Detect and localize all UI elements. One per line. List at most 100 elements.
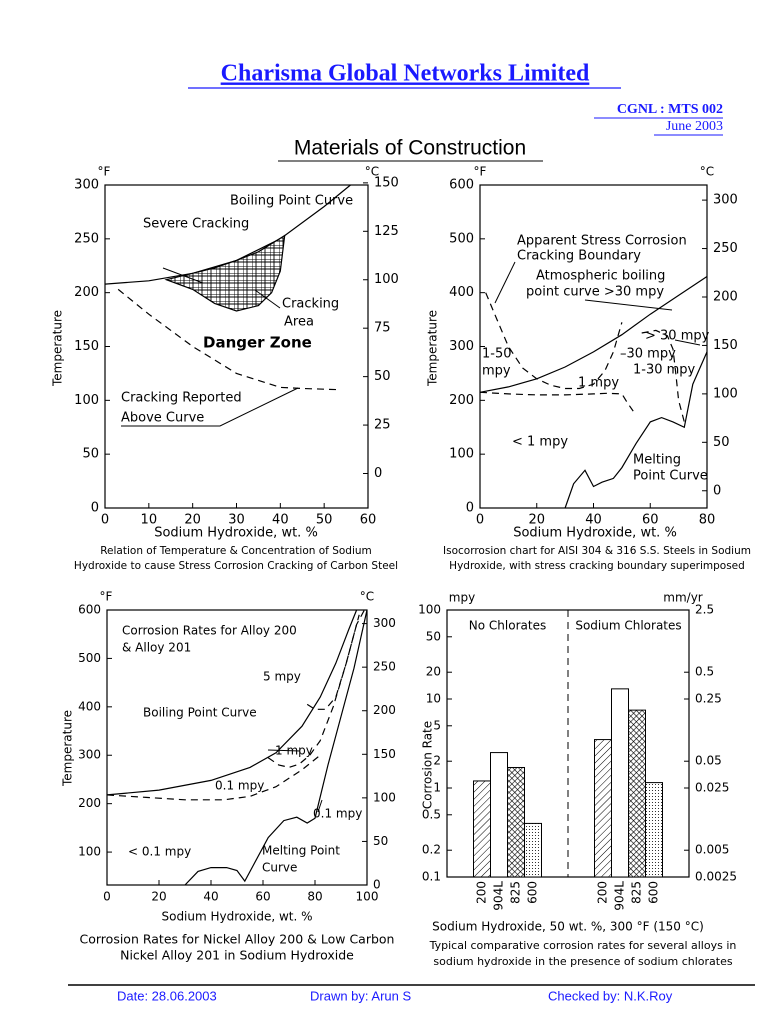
pointer: [254, 289, 281, 309]
y-tick-label: 100: [78, 845, 101, 859]
y-tick-label: 50: [426, 629, 441, 643]
curve: [485, 292, 623, 390]
y-axis-label: Corrosion Rate: [421, 721, 435, 809]
y-axis-label: Temperature: [61, 710, 75, 787]
bar: [594, 739, 612, 878]
group-label: Sodium Chlorates: [575, 619, 681, 633]
x-axis-label: Sodium Hydroxide, wt. %: [161, 910, 312, 924]
y2-tick-label: 200: [373, 703, 396, 717]
y2-tick-label: 0.5: [695, 665, 714, 679]
y-tick-label: 5: [433, 718, 441, 732]
pointer: [494, 261, 516, 304]
caption: sodium hydroxide in the presence of sodi…: [433, 955, 732, 968]
annotation: Cracking: [282, 297, 339, 312]
caption: Relation of Temperature & Concentration …: [100, 545, 372, 557]
y-tick-label: 20: [426, 665, 441, 679]
y-tick-label: 2: [433, 754, 441, 768]
y-tick-label: 0.2: [422, 843, 441, 857]
alloy-label: 825: [509, 881, 523, 904]
annotation: Boiling Point Curve: [143, 706, 257, 720]
doc-code: CGNL : MTS 002: [617, 102, 723, 117]
y2-unit: °C: [700, 165, 714, 179]
curve: [641, 329, 685, 423]
y-unit: °F: [98, 165, 111, 179]
y-unit: °F: [100, 590, 113, 604]
annotation: 1-50: [482, 347, 512, 362]
y-tick-label: 600: [449, 178, 474, 193]
x-tick-label: 80: [699, 513, 716, 528]
region: [164, 234, 286, 312]
footer-date: Date: 28.06.2003: [117, 988, 217, 1003]
caption: Hydroxide, with stress cracking boundary…: [449, 560, 745, 572]
y-tick-label: 10: [426, 692, 441, 706]
curve: [479, 391, 634, 412]
annotation: 0.1 mpy: [313, 807, 362, 821]
annotation: 5 mpy: [263, 670, 301, 684]
x-tick-label: 60: [255, 890, 270, 904]
y2-tick-label: 2.5: [695, 603, 714, 617]
y2-tick-label: 250: [713, 241, 738, 256]
bar: [473, 780, 491, 878]
annotation: < 1 mpy: [512, 435, 568, 450]
bar: [628, 709, 646, 878]
annotation: Above Curve: [121, 411, 204, 426]
x-tick-label: 0: [101, 513, 109, 528]
y-tick-label: 100: [74, 393, 99, 408]
y-tick-label: 300: [78, 748, 101, 762]
y-tick-label: 300: [449, 339, 474, 354]
y2-tick-label: 200: [713, 289, 738, 304]
y2-tick-label: 0.005: [695, 843, 729, 857]
x-tick-label: 20: [184, 513, 201, 528]
curve: [117, 288, 338, 391]
pointer: [121, 387, 299, 427]
y2-tick-label: 125: [374, 224, 399, 239]
y-tick-label: 300: [74, 178, 99, 193]
section-title: Materials of Construction: [294, 137, 526, 160]
caption: Hydroxide to cause Stress Corrosion Crac…: [74, 560, 398, 572]
group-label: No Chlorates: [469, 619, 546, 633]
annotation: –30 mpy: [620, 347, 676, 362]
y2-unit: °C: [365, 165, 379, 179]
alloy-label: 600: [647, 881, 661, 904]
y2-tick-label: 50: [373, 834, 388, 848]
bar: [524, 822, 542, 878]
bar: [507, 766, 525, 878]
alloy-label: 825: [630, 881, 644, 904]
y2-tick-label: 0.25: [695, 692, 722, 706]
y2-unit: °C: [360, 590, 374, 604]
y2-tick-label: 250: [373, 660, 396, 674]
caption: Nickel Alloy 201 in Sodium Hydroxide: [120, 948, 354, 963]
x-tick-label: 40: [272, 513, 289, 528]
y-tick-label: 500: [449, 231, 474, 246]
pointer: [317, 799, 323, 813]
x-tick-label: 40: [203, 890, 218, 904]
y2-tick-label: 300: [713, 193, 738, 208]
x-axis-label: Sodium Hydroxide, 50 wt. %, 300 °F (150 …: [432, 920, 704, 934]
y-tick-label: 250: [74, 231, 99, 246]
annotation: < 0.1 mpy: [128, 845, 191, 859]
annotation: Danger Zone: [203, 334, 312, 352]
alloy-label: 200: [475, 881, 489, 904]
curve: [564, 351, 708, 509]
annotation: 0.1 mpy: [215, 779, 264, 793]
bar: [611, 688, 629, 878]
y-tick-label: 400: [78, 699, 101, 713]
annotation: Melting: [633, 453, 681, 468]
y2-tick-label: 50: [374, 369, 391, 384]
annotation: point curve >30 mpy: [526, 285, 664, 300]
curve: [306, 609, 365, 710]
bar: [645, 782, 663, 878]
pointer: [584, 299, 673, 311]
annotation: mpy: [482, 364, 511, 379]
y-tick-label: 0: [91, 501, 99, 516]
annotation: Point Curve: [633, 469, 708, 484]
y-unit: mpy: [449, 591, 475, 605]
pointer: [267, 749, 301, 752]
annotation: Cracking Reported: [121, 391, 242, 406]
y2-tick-label: 150: [713, 338, 738, 353]
y-tick-label: 200: [74, 285, 99, 300]
company-title: Charisma Global Networks Limited: [221, 61, 590, 87]
annotation: Cracking Boundary: [517, 249, 641, 264]
x-tick-label: 40: [585, 513, 602, 528]
